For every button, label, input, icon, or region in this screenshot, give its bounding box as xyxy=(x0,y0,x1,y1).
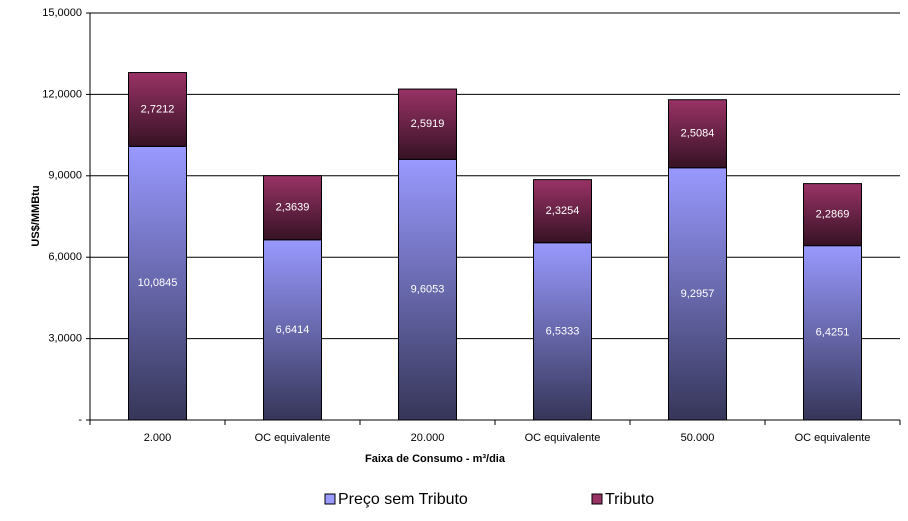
bar-segment xyxy=(398,158,457,421)
bar-segment xyxy=(128,72,187,147)
y-axis-label: US$/MMBtu xyxy=(30,185,42,246)
y-tick-label: 12,0000 xyxy=(42,88,82,100)
bar-segment xyxy=(533,242,592,421)
legend-label: Tributo xyxy=(605,491,654,508)
bar-segment xyxy=(668,167,727,421)
x-tick-label: OC equivalente xyxy=(255,432,331,444)
x-tick-label: 2.000 xyxy=(144,432,172,444)
value-label: 10,0845 xyxy=(138,277,178,289)
y-tick-label: 3,0000 xyxy=(48,333,82,345)
y-tick-label: 6,0000 xyxy=(48,251,82,263)
bar-segment xyxy=(803,183,862,247)
value-label: 2,7212 xyxy=(141,103,175,115)
value-label: 9,2957 xyxy=(681,288,715,300)
x-tick-label: 50.000 xyxy=(681,432,715,444)
y-tick-label: 15,0000 xyxy=(42,7,82,19)
value-label: 9,6053 xyxy=(411,284,445,296)
value-label: 2,3639 xyxy=(276,202,310,214)
y-tick-label: - xyxy=(78,414,82,426)
value-label: 6,4251 xyxy=(816,327,850,339)
value-label: 6,5333 xyxy=(546,325,580,337)
bar-segment xyxy=(533,179,592,244)
legend-swatch xyxy=(324,493,336,505)
y-tick-label: 9,0000 xyxy=(48,170,82,182)
value-label: 2,3254 xyxy=(546,205,580,217)
bar-segment xyxy=(263,239,322,421)
bar-segment xyxy=(668,99,727,169)
x-tick-label: OC equivalente xyxy=(795,432,871,444)
bar-segment xyxy=(128,145,187,421)
value-label: 2,2869 xyxy=(816,209,850,221)
bar-segment xyxy=(803,245,862,421)
x-tick-label: 20.000 xyxy=(411,432,445,444)
value-label: 6,6414 xyxy=(276,324,310,336)
bar-segment xyxy=(398,88,457,160)
bar-segment xyxy=(263,175,322,241)
legend-swatch xyxy=(591,493,603,505)
x-tick-label: OC equivalente xyxy=(525,432,601,444)
legend-label: Preço sem Tributo xyxy=(338,491,468,508)
value-label: 2,5919 xyxy=(411,118,445,130)
x-axis-label: Faixa de Consumo - m³/dia xyxy=(365,453,506,465)
value-label: 2,5084 xyxy=(681,128,715,140)
